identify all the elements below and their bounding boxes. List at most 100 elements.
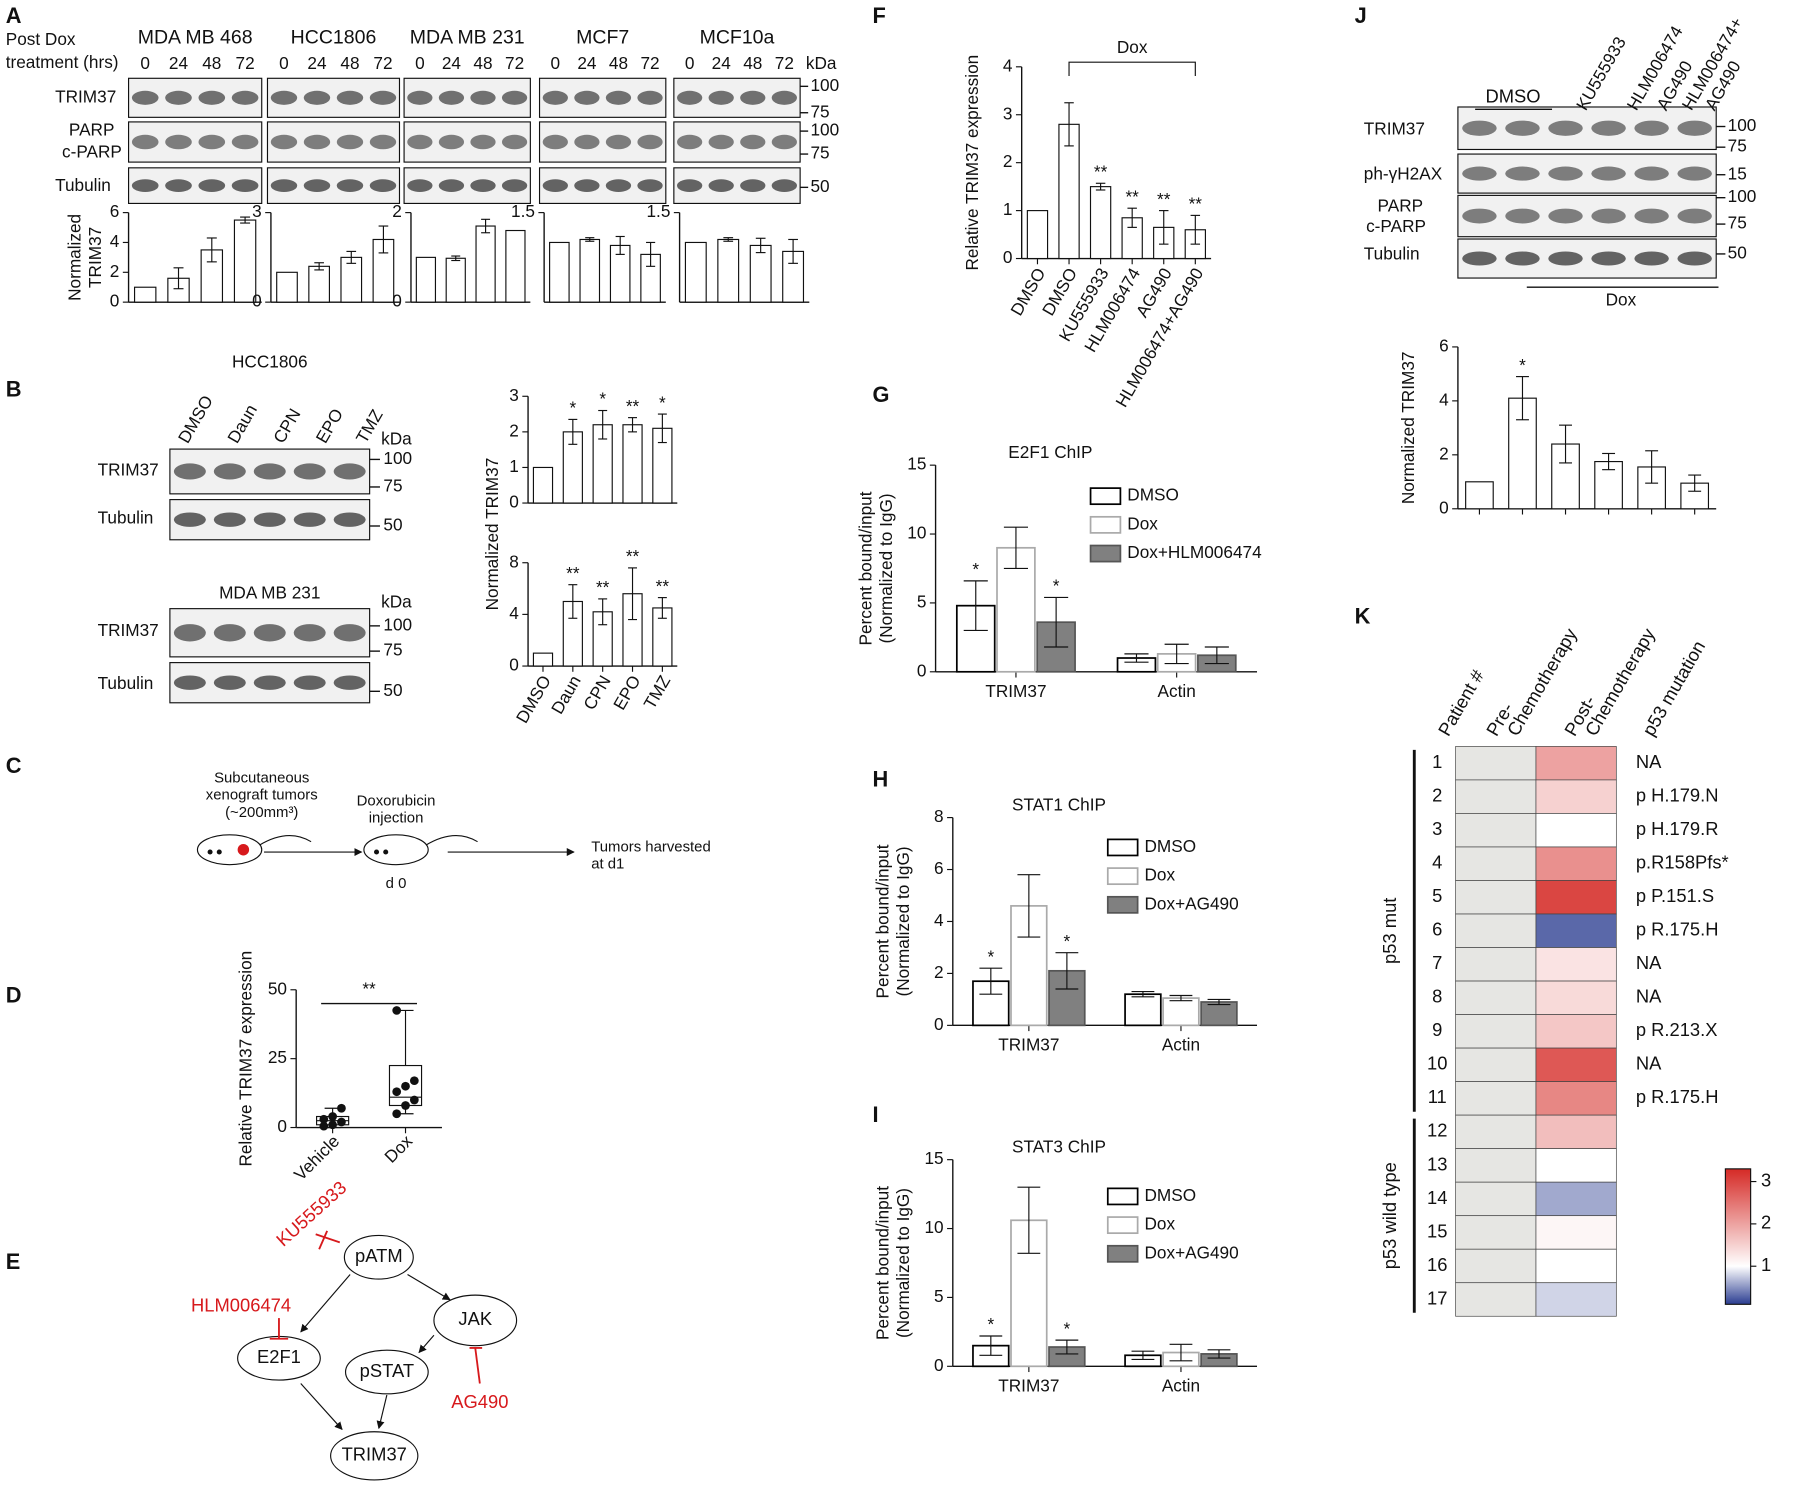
y-tick-label: 0 [934,1014,944,1034]
significance: ** [626,396,640,416]
y-tick-label: 2 [509,420,519,440]
row-label: TRIM37 [98,459,159,479]
x-tick-label: Actin [1162,1376,1200,1396]
bracket [1068,61,1196,77]
legend-label: Dox+AG490 [1145,893,1239,913]
y-tick-label: 0 [509,655,519,675]
legend-swatch [1106,1187,1139,1206]
node-label: pSTAT [360,1360,414,1381]
mutation: NA [1636,751,1662,772]
bar [1026,210,1049,260]
patient-id: 2 [1432,785,1442,806]
row-label: Tubulin [1364,244,1420,264]
x-tick-label: Actin [1158,681,1196,701]
kda: 50 [1728,242,1747,262]
pre-cell [1455,947,1537,982]
row-label: ph-γH2AX [1364,163,1443,183]
inhibition [318,1230,329,1250]
band [253,512,286,527]
patient-id: 7 [1432,952,1442,973]
node-label: TRIM37 [342,1444,407,1465]
y-tick-label: 3 [1003,103,1013,123]
y-tick-label: 15 [907,454,926,474]
kda: kDa [806,53,837,73]
timepoint: 72 [236,53,255,73]
bar [475,225,496,303]
legend-label: DMSO [1145,836,1197,856]
patient-id: 1 [1432,751,1442,772]
y-tick-label: 5 [917,591,927,611]
timepoint: 72 [373,53,392,73]
patient-id: 13 [1427,1153,1447,1174]
inhibition [474,1347,481,1384]
heat-cell [1535,1148,1617,1183]
legend-label: Dox [1127,513,1158,533]
heat-cell [1535,779,1617,814]
x-tick-label: EPO [609,672,644,713]
band [369,179,397,193]
y-tick-label: 3 [252,201,262,221]
band [336,90,364,105]
point [328,1112,337,1121]
timepoint: 48 [473,53,492,73]
bar [622,424,643,504]
band [303,90,331,105]
band [438,90,465,105]
point [319,1114,329,1124]
legend-label: Dox [1145,1214,1176,1234]
band [1634,166,1669,181]
band [1462,166,1497,181]
kda: 50 [810,176,829,196]
band [1462,120,1497,136]
y-tick-label: 4 [1003,55,1013,75]
bar [717,238,740,303]
mutation: p.R158Pfs* [1636,852,1729,873]
bracket-label: Dox [1117,37,1148,57]
band [740,179,766,193]
mutation: p P.151.S [1636,885,1714,906]
band [574,179,600,193]
panel-letter: I [872,1102,878,1127]
blot [1457,106,1717,151]
panel-letter: E [6,1249,21,1274]
legend-label: DMSO [1145,1185,1197,1205]
pre-cell [1455,1081,1537,1116]
band [165,179,192,193]
timepoint: 48 [202,53,221,73]
heat-cell [1535,947,1617,982]
timepoint: 24 [442,53,462,73]
timepoint: 0 [685,53,695,73]
band [165,90,192,105]
point [392,1087,402,1097]
band [198,179,226,193]
timepoint: 24 [307,53,327,73]
bar [1124,993,1162,1027]
bar [445,257,466,303]
y-tick-label: 3 [509,385,519,405]
band [771,179,797,193]
mouse-tail [259,835,312,846]
patient-id: 6 [1432,919,1442,940]
blot-title: MDA MB 231 [219,582,320,602]
bar [505,229,526,303]
band [1591,208,1626,224]
lane-label: CPN [269,405,304,446]
legend-swatch [1106,895,1139,914]
y-tick-label: 15 [924,1148,943,1168]
band [1634,251,1669,266]
band [213,624,246,642]
band [333,463,366,480]
x-tick-label: TRIM37 [985,681,1046,701]
band [407,90,433,105]
band [470,179,496,193]
inhibitor: HLM006474 [191,1294,291,1315]
band [771,90,797,105]
diagram-label: d 0 [386,875,407,892]
panel-letter: C [6,753,22,778]
kda: 100 [810,120,839,140]
band [253,624,286,642]
point [392,1109,402,1119]
timepoint: 0 [279,53,289,73]
colorbar-label: 2 [1761,1212,1771,1233]
y-tick-label: 6 [1439,335,1449,355]
